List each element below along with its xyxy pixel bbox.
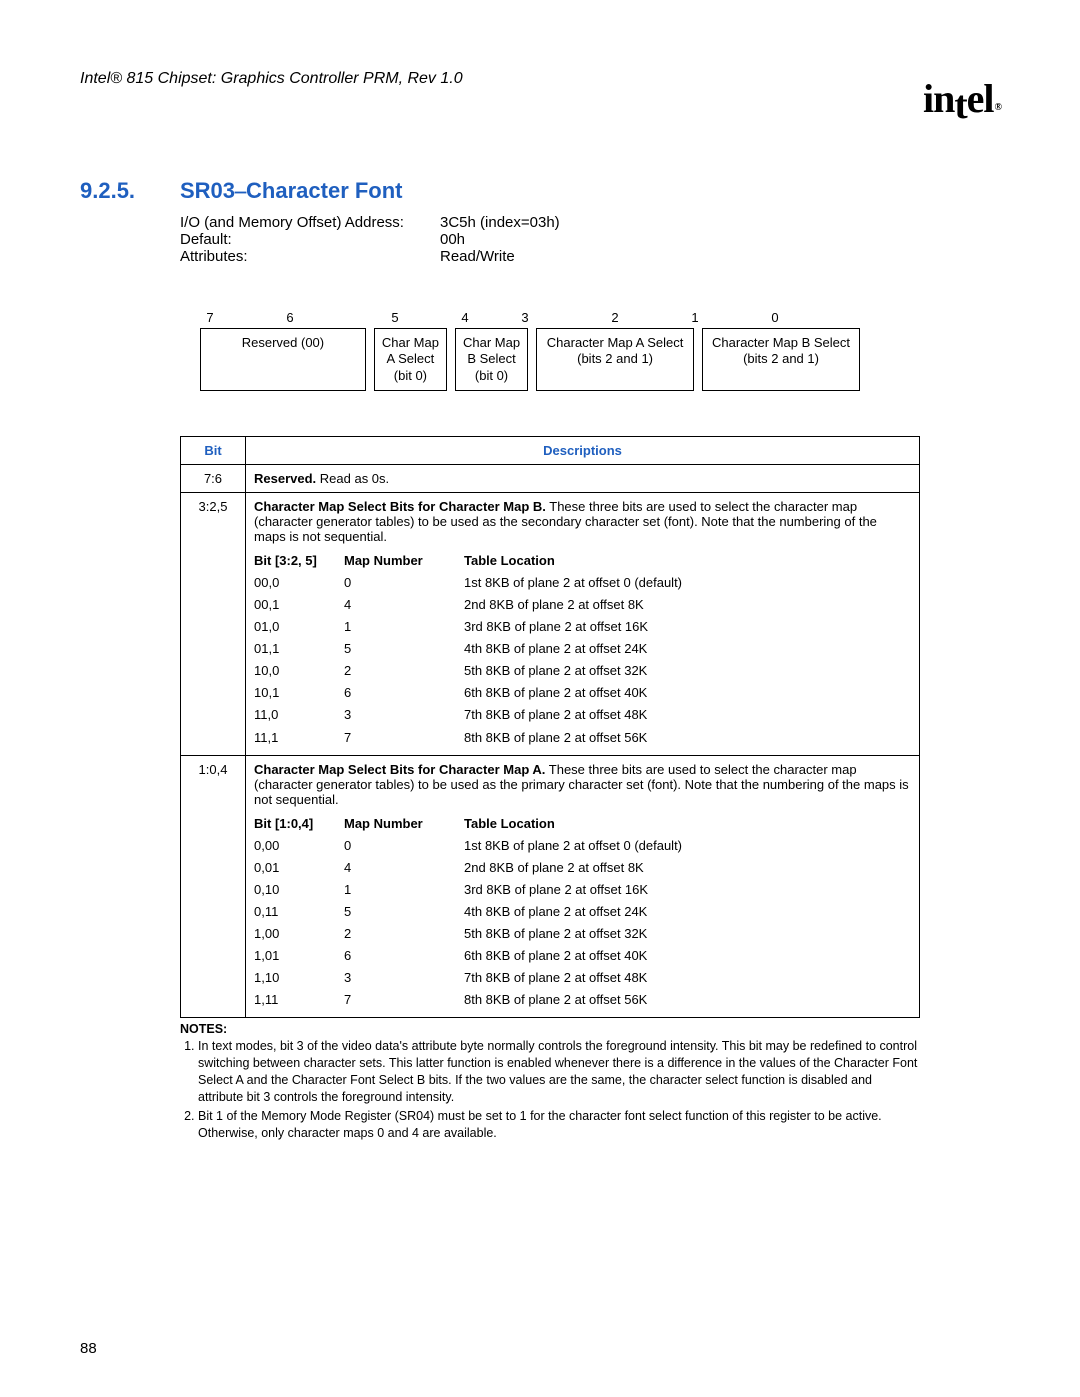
col-header-desc: Descriptions bbox=[246, 436, 920, 464]
map-row: 10,025th 8KB of plane 2 at offset 32K bbox=[254, 660, 911, 682]
map-row: 01,154th 8KB of plane 2 at offset 24K bbox=[254, 638, 911, 660]
map-row: 0,0001st 8KB of plane 2 at offset 0 (def… bbox=[254, 835, 911, 857]
map-row: 11,037th 8KB of plane 2 at offset 48K bbox=[254, 704, 911, 726]
map-row: 1,0166th 8KB of plane 2 at offset 40K bbox=[254, 945, 911, 967]
col-header-bit: Bit bbox=[181, 436, 246, 464]
map-row: 10,166th 8KB of plane 2 at offset 40K bbox=[254, 682, 911, 704]
bit-desc: Character Map Select Bits for Character … bbox=[246, 492, 920, 755]
page-number: 88 bbox=[80, 1340, 97, 1357]
map-row: 0,0142nd 8KB of plane 2 at offset 8K bbox=[254, 857, 911, 879]
map-row: 01,013rd 8KB of plane 2 at offset 16K bbox=[254, 616, 911, 638]
map-row: 11,178th 8KB of plane 2 at offset 56K bbox=[254, 727, 911, 749]
map-row: 1,1178th 8KB of plane 2 at offset 56K bbox=[254, 989, 911, 1011]
bit-desc: Character Map Select Bits for Character … bbox=[246, 755, 920, 1018]
bit-box: Reserved (00) bbox=[200, 328, 366, 391]
meta-value: Read/Write bbox=[440, 248, 515, 265]
map-row: 00,142nd 8KB of plane 2 at offset 8K bbox=[254, 594, 911, 616]
bit-number: 3 bbox=[500, 310, 550, 325]
description-table: Bit Descriptions 7:6 Reserved. Read as 0… bbox=[180, 436, 920, 1019]
bit-number: 6 bbox=[220, 310, 360, 325]
map-row: 1,1037th 8KB of plane 2 at offset 48K bbox=[254, 967, 911, 989]
bit-number: 1 bbox=[680, 310, 710, 325]
notes-section: NOTES: In text modes, bit 3 of the video… bbox=[180, 1022, 920, 1141]
meta-label: Attributes: bbox=[180, 248, 440, 265]
register-metadata: I/O (and Memory Offset) Address: 3C5h (i… bbox=[180, 214, 1000, 265]
meta-value: 3C5h (index=03h) bbox=[440, 214, 560, 231]
bit-range: 1:0,4 bbox=[181, 755, 246, 1018]
bit-box: Character Map B Select(bits 2 and 1) bbox=[702, 328, 860, 391]
bit-numbers: 76543210 bbox=[200, 310, 860, 325]
map-row: 0,1154th 8KB of plane 2 at offset 24K bbox=[254, 901, 911, 923]
section-title: SR03⎯Character Font bbox=[180, 178, 403, 204]
bit-box: Char MapA Select(bit 0) bbox=[374, 328, 447, 391]
note-item: Bit 1 of the Memory Mode Register (SR04)… bbox=[198, 1108, 920, 1142]
bit-number: 2 bbox=[550, 310, 680, 325]
bit-boxes: Reserved (00)Char MapA Select(bit 0)Char… bbox=[200, 328, 860, 391]
section-number: 9.2.5. bbox=[80, 178, 180, 204]
notes-list: In text modes, bit 3 of the video data's… bbox=[198, 1038, 920, 1141]
bit-number: 5 bbox=[360, 310, 430, 325]
bit-box: Character Map A Select(bits 2 and 1) bbox=[536, 328, 694, 391]
map-row: 00,001st 8KB of plane 2 at offset 0 (def… bbox=[254, 572, 911, 594]
bit-diagram: 76543210 Reserved (00)Char MapA Select(b… bbox=[200, 310, 860, 391]
map-row: 0,1013rd 8KB of plane 2 at offset 16K bbox=[254, 879, 911, 901]
meta-label: I/O (and Memory Offset) Address: bbox=[180, 214, 440, 231]
notes-heading: NOTES: bbox=[180, 1022, 227, 1036]
map-row: 1,0025th 8KB of plane 2 at offset 32K bbox=[254, 923, 911, 945]
intel-logo: intel® bbox=[923, 75, 1000, 122]
bit-number: 4 bbox=[430, 310, 500, 325]
section-heading: 9.2.5. SR03⎯Character Font bbox=[80, 178, 1000, 204]
note-item: In text modes, bit 3 of the video data's… bbox=[198, 1038, 920, 1106]
page: Intel® 815 Chipset: Graphics Controller … bbox=[0, 0, 1080, 1397]
bit-range: 3:2,5 bbox=[181, 492, 246, 755]
bit-box: Char MapB Select(bit 0) bbox=[455, 328, 528, 391]
bit-desc: Reserved. Read as 0s. bbox=[246, 464, 920, 492]
bit-number: 0 bbox=[710, 310, 840, 325]
running-header: Intel® 815 Chipset: Graphics Controller … bbox=[80, 70, 1000, 88]
bit-number: 7 bbox=[200, 310, 220, 325]
meta-value: 00h bbox=[440, 231, 465, 248]
meta-label: Default: bbox=[180, 231, 440, 248]
bit-range: 7:6 bbox=[181, 464, 246, 492]
